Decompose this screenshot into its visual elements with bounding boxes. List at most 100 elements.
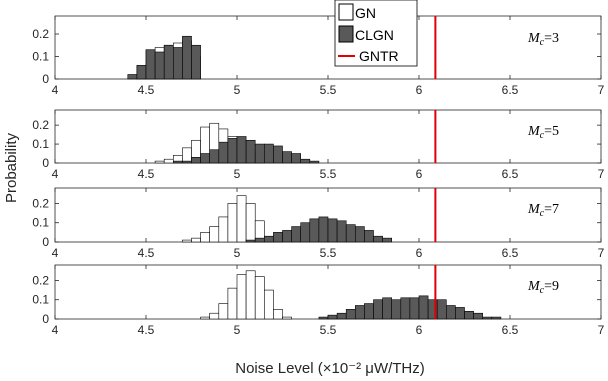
- y-tick-label: 0: [42, 235, 49, 249]
- clgn-bar: [291, 226, 302, 243]
- clgn-bar: [354, 305, 365, 320]
- clgn-bar: [409, 297, 420, 320]
- panel-label: Mc=9: [527, 279, 559, 296]
- x-tick-label: 4.5: [138, 83, 155, 97]
- x-tick-label: 4.5: [138, 246, 155, 260]
- clgn-bar: [336, 220, 347, 243]
- panel-label: Mc=5: [527, 124, 559, 141]
- clgn-bar: [200, 153, 211, 164]
- clgn-bar: [254, 237, 265, 243]
- gn-bar: [227, 203, 238, 243]
- x-tick-label: 5: [234, 83, 241, 97]
- x-tick-label: 6.5: [502, 83, 519, 97]
- clgn-bar: [309, 160, 320, 164]
- clgn-bar: [318, 216, 329, 243]
- panel-label-eq: =7: [544, 202, 559, 217]
- gn-bar: [154, 160, 165, 164]
- clgn-bar: [273, 232, 283, 243]
- clgn-bar: [309, 218, 320, 243]
- x-tick-label: 6: [416, 83, 423, 97]
- gn-bar: [218, 303, 229, 320]
- clgn-bar: [373, 299, 383, 320]
- clgn-bar: [191, 157, 201, 164]
- clgn-bar: [318, 316, 329, 320]
- clgn-bar: [236, 136, 247, 164]
- x-tick-label: 5.5: [320, 167, 337, 181]
- x-tick-label: 7: [598, 167, 605, 181]
- legend: GN CLGN GNTR: [334, 0, 418, 67]
- gn-bar: [200, 232, 211, 243]
- x-tick-label: 5: [234, 167, 241, 181]
- y-tick-label: 0.1: [32, 293, 49, 307]
- clgn-bar: [163, 44, 174, 80]
- clgn-bar: [173, 160, 183, 164]
- clgn-bar: [327, 314, 338, 320]
- panel-label-sub: c: [540, 285, 545, 296]
- clgn-bar: [291, 153, 302, 164]
- clgn-bar: [391, 299, 402, 320]
- y-tick-label: 0.2: [32, 196, 49, 210]
- panel-label-eq: =9: [544, 279, 559, 294]
- x-tick-label: 4: [52, 167, 59, 181]
- x-tick-label: 4.5: [138, 323, 155, 337]
- legend-gn-label: GN: [355, 5, 376, 21]
- gn-bar: [282, 316, 292, 320]
- clgn-bar: [273, 145, 283, 164]
- clgn-bar: [418, 295, 429, 320]
- x-tick-label: 7: [598, 83, 605, 97]
- clgn-bar: [445, 305, 456, 320]
- x-tick-label: 6.5: [502, 167, 519, 181]
- x-tick-label: 6: [416, 323, 423, 337]
- clgn-bar: [173, 47, 183, 80]
- x-tick-label: 5.5: [320, 323, 337, 337]
- clgn-bar: [345, 224, 356, 243]
- panel-2: 0 0.1 0.2 4 4.5 5 5.5 6 6.5 7 Mc=5: [32, 109, 605, 181]
- y-tick-label: 0.2: [32, 273, 49, 287]
- x-tick-label: 4: [52, 83, 59, 97]
- panel-label-main: M: [527, 279, 541, 294]
- y-tick-label: 0: [42, 156, 49, 170]
- x-tick-label: 5.5: [320, 83, 337, 97]
- clgn-bar: [127, 74, 138, 80]
- y-tick-label: 0: [42, 72, 49, 86]
- x-tick-label: 4.5: [138, 167, 155, 181]
- gn-bar: [191, 237, 201, 243]
- clgn-bar: [191, 44, 201, 80]
- clgn-bar: [136, 65, 147, 80]
- clgn-bar: [436, 299, 447, 320]
- clgn-bar: [263, 235, 274, 243]
- gn-bar: [182, 147, 192, 164]
- clgn-bar: [373, 235, 383, 243]
- x-tick-label: 7: [598, 246, 605, 260]
- clgn-bar: [382, 237, 393, 243]
- panel-label-sub: c: [540, 208, 545, 219]
- gn-bar: [209, 226, 220, 243]
- gn-bar: [263, 289, 274, 320]
- panel-label: Mc=3: [527, 31, 559, 48]
- clgn-bar: [182, 35, 192, 80]
- x-tick-label: 5: [234, 323, 241, 337]
- panel-4: 0 0.1 0.2 4 4.5 5 5.5 6 6.5 7 Mc=9: [32, 264, 605, 337]
- legend-clgn-swatch: [338, 25, 354, 43]
- clgn-bar: [218, 141, 229, 164]
- gn-bar: [182, 239, 192, 243]
- legend-gntr-label: GNTR: [359, 48, 399, 64]
- clgn-bar: [300, 222, 311, 243]
- clgn-bar: [482, 316, 493, 320]
- gn-bar: [227, 287, 238, 320]
- clgn-bar: [300, 158, 311, 164]
- panel-label-main: M: [527, 124, 541, 139]
- gn-bar: [254, 276, 265, 320]
- clgn-bar: [354, 226, 365, 243]
- panel-frame: [54, 109, 602, 164]
- clgn-bar: [227, 138, 238, 164]
- clgn-bar: [145, 49, 156, 80]
- clgn-bar: [154, 51, 165, 80]
- legend-gn-swatch: [338, 3, 354, 21]
- gn-bar: [218, 216, 229, 243]
- clgn-bar: [327, 218, 338, 243]
- clgn-bar: [345, 309, 356, 320]
- y-tick-label: 0.1: [32, 50, 49, 64]
- x-tick-label: 4: [52, 323, 59, 337]
- x-tick-label: 6: [416, 246, 423, 260]
